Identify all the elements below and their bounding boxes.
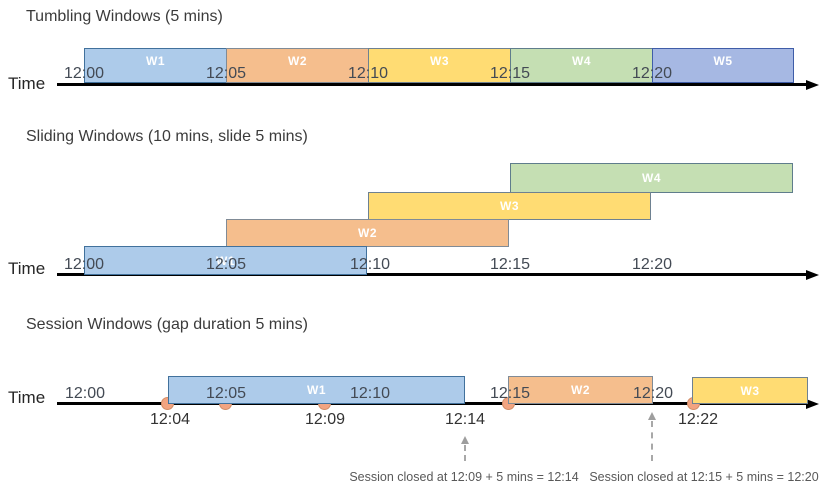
window-label: W2 bbox=[288, 54, 307, 68]
sliding-window-bar-w3: W3 bbox=[368, 192, 651, 220]
window-label: W2 bbox=[571, 383, 590, 397]
session-section-title: Session Windows (gap duration 5 mins) bbox=[26, 316, 308, 333]
tumbling-tick-1205: 12:05 bbox=[205, 65, 247, 82]
window-close-label-1214: 12:14 bbox=[444, 411, 486, 428]
window-label: W3 bbox=[740, 383, 760, 398]
session-tick-1215: 12:15 bbox=[489, 385, 531, 402]
sliding-window-bar-w1: W1 bbox=[84, 246, 367, 275]
session-tick-1220: 12:20 bbox=[632, 385, 674, 402]
tumbling-window-bar-w5: W5 bbox=[652, 48, 794, 83]
tumbling-tick-1220: 12:20 bbox=[631, 65, 673, 82]
tumbling-time-axis-label: Time bbox=[8, 74, 46, 93]
sliding-time-axis-label: Time bbox=[8, 259, 46, 278]
session-time-axis-label: Time bbox=[8, 388, 46, 407]
session-close-arrow-line-1 bbox=[464, 445, 466, 461]
tumbling-tick-1215: 12:15 bbox=[489, 65, 531, 82]
tumbling-tick-1210: 12:10 bbox=[347, 65, 389, 82]
event-time-label-1204: 12:04 bbox=[149, 411, 191, 428]
window-label: W4 bbox=[642, 171, 661, 185]
tumbling-window-bar-w3: W3 bbox=[368, 48, 511, 83]
window-label: W1 bbox=[146, 54, 165, 68]
session-close-arrow-icon-2 bbox=[648, 412, 656, 420]
sliding-axis-arrowhead-icon bbox=[806, 269, 819, 280]
window-label: W3 bbox=[430, 54, 449, 68]
sliding-window-bar-w2: W2 bbox=[226, 219, 509, 247]
session-window-bar-w3: W3 bbox=[692, 377, 808, 404]
window-label: W4 bbox=[572, 54, 591, 68]
session-close-arrow-icon-1 bbox=[461, 436, 469, 444]
session-tick-1210: 12:10 bbox=[349, 385, 391, 402]
sliding-section-title: Sliding Windows (10 mins, slide 5 mins) bbox=[26, 128, 308, 145]
window-label: W1 bbox=[216, 253, 235, 268]
session-axis-arrowhead-icon bbox=[806, 398, 819, 409]
sliding-tick-1215: 12:15 bbox=[489, 256, 531, 273]
tumbling-window-bar-w1: W1 bbox=[84, 48, 227, 83]
session-tick-1205: 12:05 bbox=[205, 385, 247, 402]
tumbling-tick-1200: 12:00 bbox=[63, 65, 105, 82]
window-label: W1 bbox=[307, 383, 326, 397]
event-time-label-1209: 12:09 bbox=[304, 411, 346, 428]
sliding-tick-1210: 12:10 bbox=[349, 256, 391, 273]
session-window-bar-w2: W2 bbox=[508, 376, 653, 404]
tumbling-window-bar-w2: W2 bbox=[226, 48, 369, 83]
tumbling-section-title: Tumbling Windows (5 mins) bbox=[26, 8, 223, 25]
tumbling-time-axis bbox=[57, 83, 807, 86]
sliding-tick-1200: 12:00 bbox=[63, 256, 105, 273]
sliding-tick-1205: 12:05 bbox=[205, 256, 247, 273]
session-close-annotation-1: Session closed at 12:09 + 5 mins = 12:14 bbox=[349, 470, 579, 484]
session-close-annotation-2: Session closed at 12:15 + 5 mins = 12:20 bbox=[589, 470, 819, 484]
session-close-arrow-line-2 bbox=[651, 421, 653, 461]
session-tick-1200: 12:00 bbox=[64, 385, 106, 402]
window-label: W2 bbox=[358, 226, 377, 240]
session-window-bar-w1: W1 bbox=[168, 376, 465, 404]
sliding-window-bar-w4: W4 bbox=[510, 163, 793, 193]
tumbling-axis-arrowhead-icon bbox=[806, 79, 819, 90]
window-label: W3 bbox=[500, 199, 519, 213]
sliding-time-axis bbox=[57, 273, 807, 276]
sliding-tick-1220: 12:20 bbox=[631, 256, 673, 273]
event-time-label-1222: 12:22 bbox=[677, 411, 719, 428]
window-label: W5 bbox=[713, 54, 733, 68]
tumbling-window-bar-w4: W4 bbox=[510, 48, 653, 83]
